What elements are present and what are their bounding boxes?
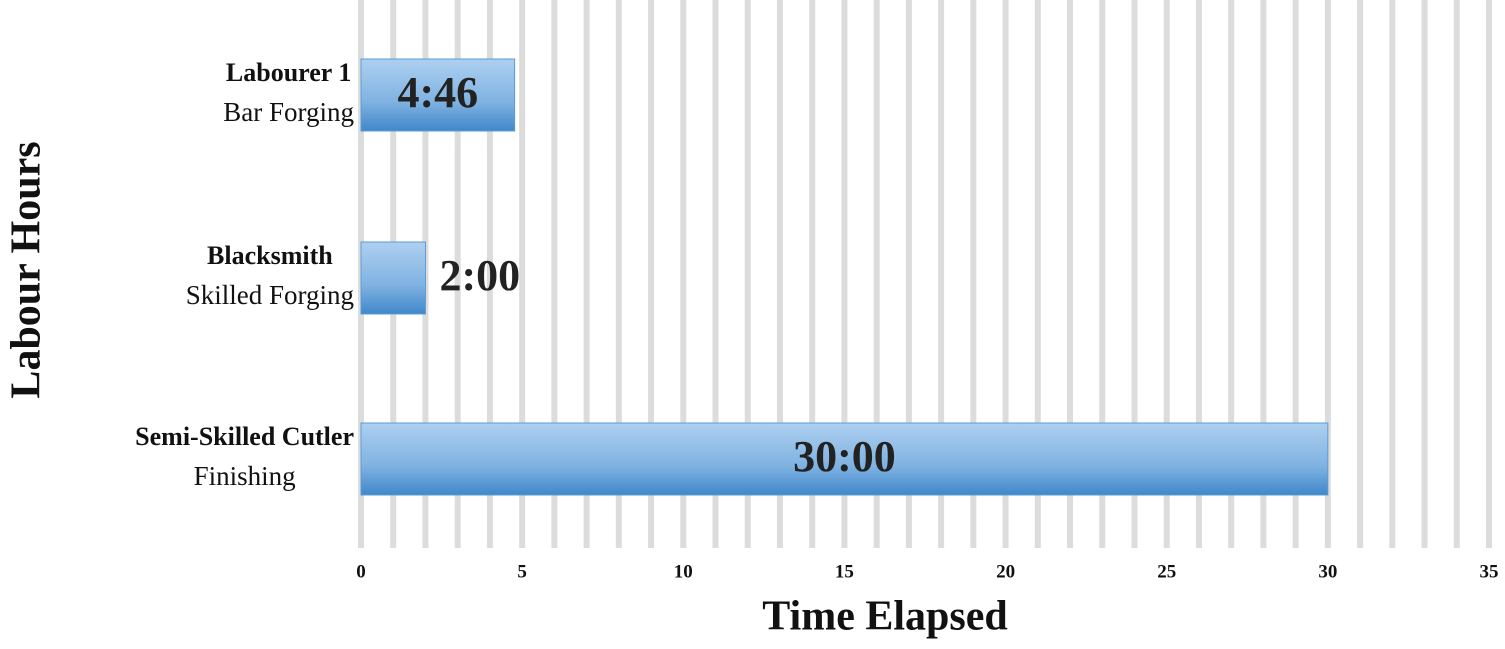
bar <box>360 422 1329 496</box>
x-tick-label: 5 <box>517 561 527 582</box>
category-sublabel: Finishing <box>194 461 296 491</box>
category-label: Semi-Skilled Cutler <box>135 422 354 451</box>
category-label: Labourer 1 <box>226 58 351 87</box>
x-tick-label: 10 <box>674 561 693 582</box>
x-tick-label: 15 <box>835 561 854 582</box>
x-tick-label: 25 <box>1157 561 1176 582</box>
value-label: 30:00 <box>793 432 896 481</box>
category-label: Blacksmith <box>207 241 333 270</box>
x-tick-label: 0 <box>356 561 366 582</box>
x-tick-label: 35 <box>1480 561 1499 582</box>
category-sublabel: Bar Forging <box>223 97 354 127</box>
bar <box>360 241 426 315</box>
bar <box>360 58 516 132</box>
value-label: 4:46 <box>397 68 478 117</box>
plot-area: 4:46 2:00 30:00 <box>360 58 1329 496</box>
x-tick-label: 30 <box>1318 561 1337 582</box>
x-axis-title: Time Elapsed <box>762 594 1007 640</box>
value-label: 2:00 <box>439 251 520 300</box>
y-axis-title: Labour Hours <box>4 141 50 398</box>
category-sublabel: Skilled Forging <box>186 280 354 310</box>
x-tick-label: 20 <box>996 561 1015 582</box>
